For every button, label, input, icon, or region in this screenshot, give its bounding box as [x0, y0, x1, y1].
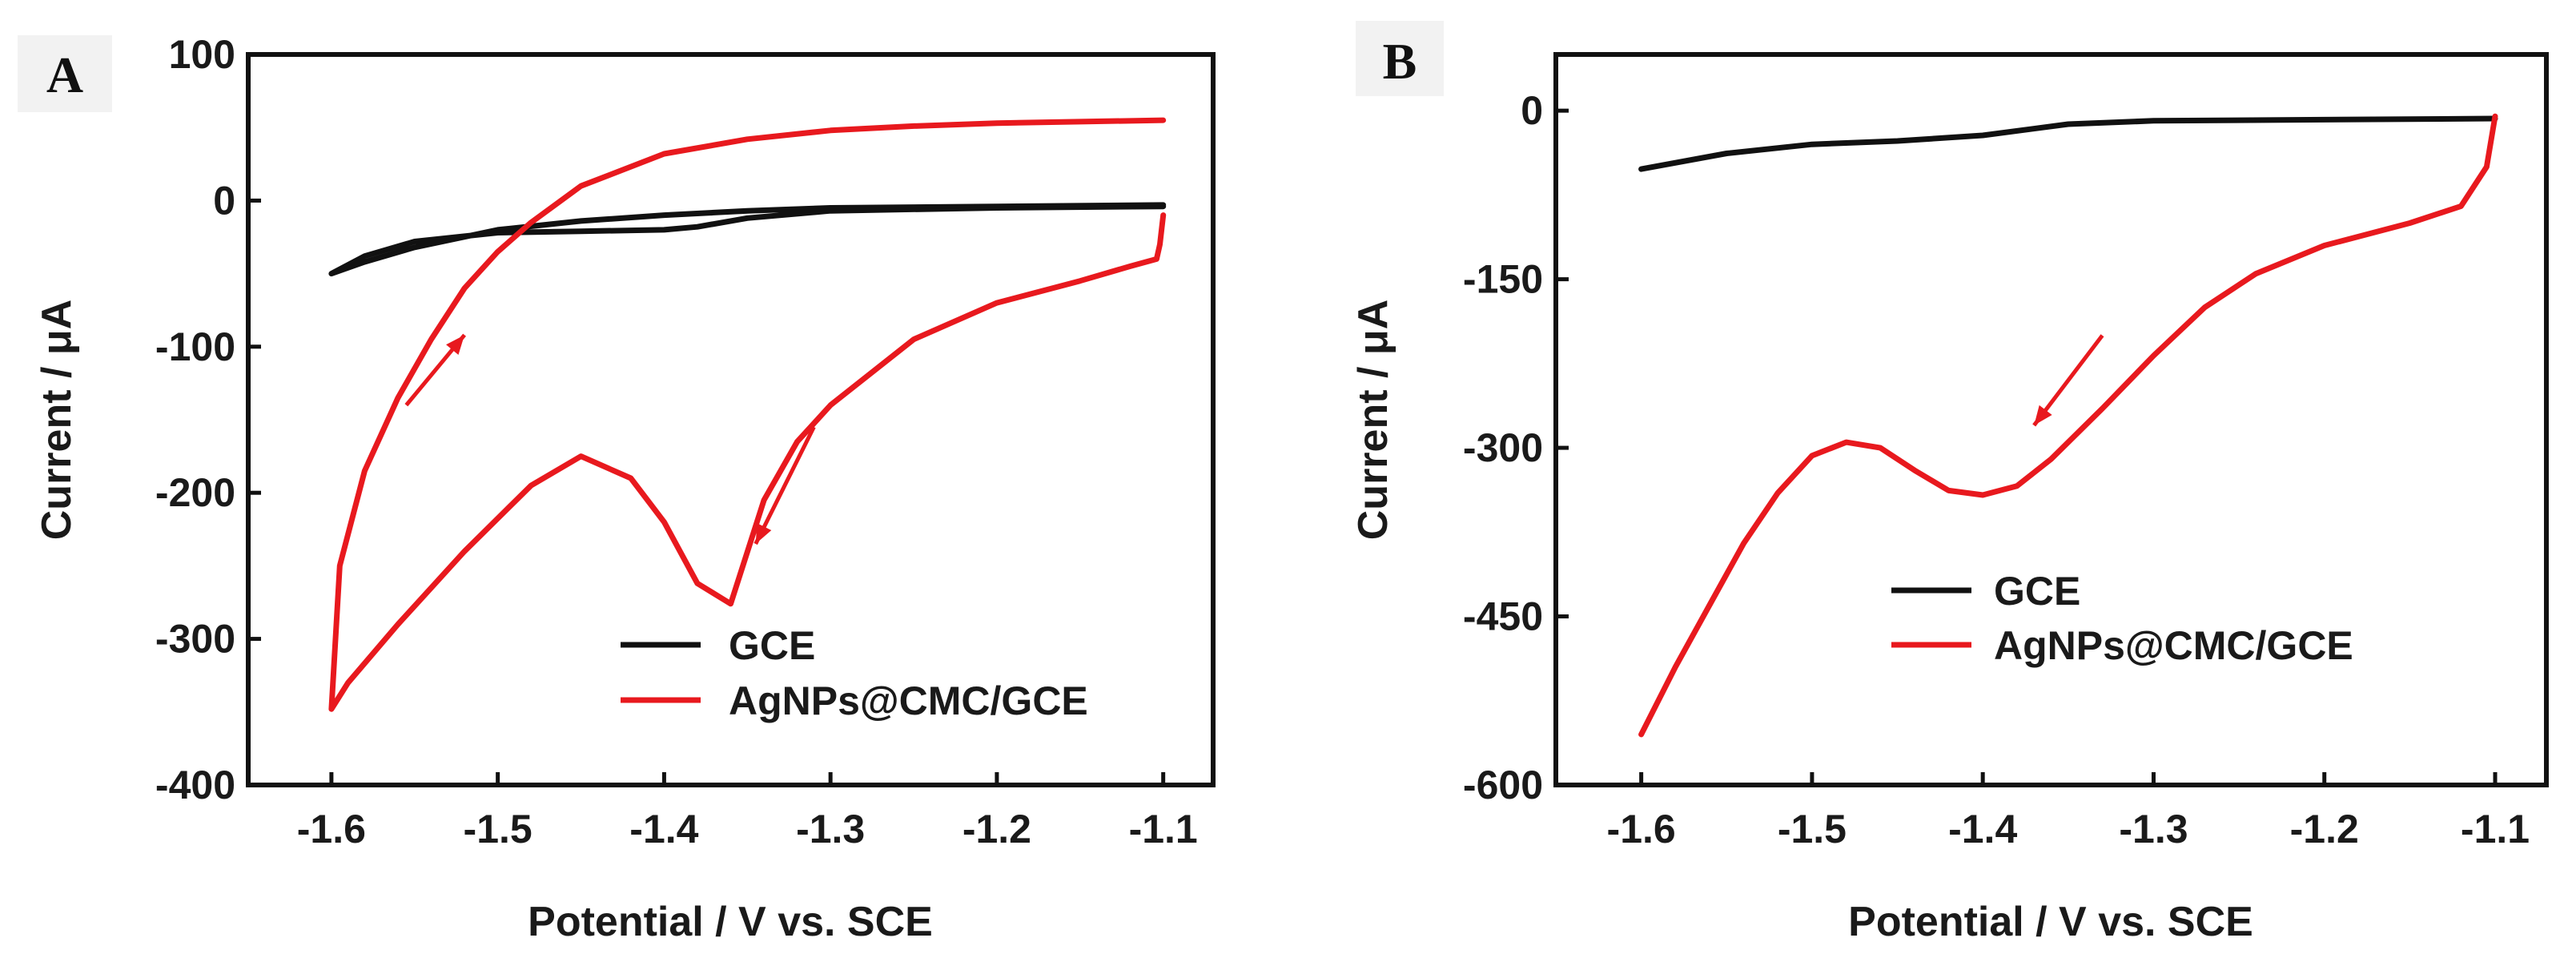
y-tick-label: -200 — [155, 470, 235, 515]
panel-a-letter-background — [18, 35, 112, 112]
panel-a-y-axis-title: Current / μA — [34, 300, 80, 541]
panel-a-legend: GCE AgNPs@CMC/GCE — [621, 623, 1088, 723]
legend-label-agnps: AgNPs@CMC/GCE — [729, 678, 1088, 723]
legend-label-gce: GCE — [1994, 569, 2080, 614]
direction-arrow-shaft — [754, 426, 816, 545]
legend-label-agnps: AgNPs@CMC/GCE — [1994, 623, 2353, 668]
x-tick-label: -1.2 — [962, 807, 1031, 851]
series-gce — [328, 202, 1167, 277]
x-tick-label: -1.5 — [464, 807, 532, 851]
direction-arrow-head — [755, 523, 772, 545]
x-tick-label: -1.5 — [1778, 807, 1847, 851]
x-tick-label: -1.6 — [1607, 807, 1676, 851]
direction-arrow-head — [2034, 405, 2052, 426]
panel-b-series — [1638, 113, 2498, 738]
direction-arrow — [754, 426, 816, 545]
panel-b-plot-frame — [1553, 52, 2549, 787]
x-tick-label: -1.4 — [629, 807, 698, 851]
panel-a-series — [328, 117, 1167, 712]
legend-label-gce: GCE — [729, 623, 815, 668]
series-agnps-cmc-gce — [328, 117, 1167, 712]
panel-a-plot-frame — [246, 52, 1216, 787]
direction-arrow — [404, 333, 467, 407]
panel-a-chart: A -1.6 -1.5 -1.4 -1.3 -1.2 -1.1 100 0 -100 -200 -3… — [18, 32, 1216, 945]
series-gce — [1638, 115, 2498, 172]
series-agnps-cmc-gce — [1638, 113, 2498, 738]
panel-b-letter-background — [1356, 21, 1444, 96]
panel-b-ticks: -1.6 -1.5 -1.4 -1.3 -1.2 -1.1 0 -150 -300 -450 -60… — [1463, 88, 2530, 851]
y-tick-label: 100 — [169, 32, 235, 77]
x-tick-label: -1.1 — [1129, 807, 1198, 851]
panel-b-y-axis-title: Current / μA — [1350, 300, 1397, 541]
direction-arrow-head — [446, 335, 465, 356]
y-tick-label: -450 — [1463, 594, 1543, 639]
panel-b-legend: GCE AgNPs@CMC/GCE — [1891, 569, 2353, 668]
y-tick-label: -600 — [1463, 763, 1543, 807]
panel-a-ticks: -1.6 -1.5 -1.4 -1.3 -1.2 -1.1 100 0 -100 -200 -300… — [155, 32, 1198, 851]
panel-a-arrows — [404, 333, 816, 545]
panel-b-arrows — [2032, 334, 2104, 427]
x-tick-label: -1.3 — [796, 807, 865, 851]
panel-b-letter: B — [1383, 33, 1417, 90]
x-tick-label: -1.6 — [297, 807, 366, 851]
y-tick-label: 0 — [213, 178, 235, 223]
panel-a-x-axis-title: Potential / V vs. SCE — [528, 899, 933, 945]
y-tick-label: -400 — [155, 763, 235, 807]
x-tick-label: -1.4 — [1948, 807, 2017, 851]
y-tick-label: -300 — [1463, 425, 1543, 470]
x-tick-label: -1.2 — [2290, 807, 2359, 851]
panel-b-chart: B -1.6 -1.5 -1.4 -1.3 -1.2 -1.10-150-300-450-… — [1350, 21, 2549, 945]
y-tick-label: -300 — [155, 617, 235, 662]
direction-arrow — [2032, 334, 2104, 427]
x-tick-label: -1.3 — [2119, 807, 2188, 851]
panel-b-x-axis-title: Potential / V vs. SCE — [1848, 899, 2253, 945]
panel-a-letter: A — [46, 46, 83, 103]
y-tick-label: -100 — [155, 324, 235, 369]
y-tick-label: -150 — [1463, 257, 1543, 302]
x-tick-label: -1.1 — [2461, 807, 2530, 851]
y-tick-label: 0 — [1521, 88, 1543, 133]
